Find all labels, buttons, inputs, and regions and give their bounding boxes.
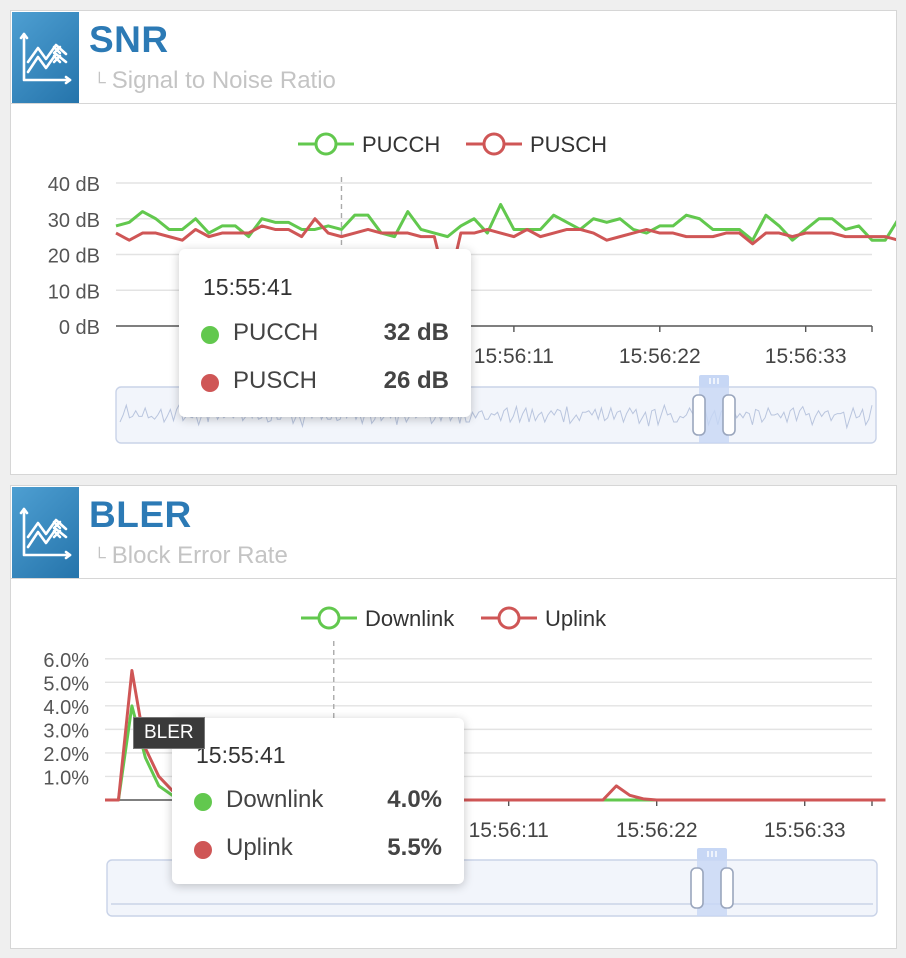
legend-item-uplink[interactable]: Uplink xyxy=(481,606,607,631)
bler-subtitle: └ Block Error Rate xyxy=(93,542,288,570)
y-tick-label: 6.0% xyxy=(43,650,89,672)
y-tick-label: 20 dB xyxy=(48,246,100,268)
y-tick-label: 30 dB xyxy=(48,210,100,232)
snr-tooltip-name: PUCCH xyxy=(233,319,319,346)
bler-tooltip-row-downlink: Downlink 4.0% xyxy=(194,786,442,816)
y-tick-label: 1.0% xyxy=(43,767,89,789)
legend-item-pucch[interactable]: PUCCH xyxy=(298,132,440,157)
x-tick-label: 15:56:11 xyxy=(469,819,549,842)
y-tick-label: 3.0% xyxy=(43,720,89,742)
y-tick-label: 2.0% xyxy=(43,744,89,766)
subtitle-arrow-icon: └ xyxy=(93,72,106,92)
bler-tooltip-value: 4.0% xyxy=(387,786,442,813)
bler-panel: BLER └ Block Error Rate Downlink Uplink 1.0… xyxy=(10,485,897,949)
legend-label: Uplink xyxy=(545,606,607,631)
bler-subtitle-text: Block Error Rate xyxy=(111,542,288,569)
bler-series-badge: BLER xyxy=(133,717,205,749)
zoom-handle-right[interactable] xyxy=(722,394,736,436)
legend-label: PUSCH xyxy=(530,132,607,157)
legend-marker xyxy=(497,606,521,630)
subtitle-arrow-icon: └ xyxy=(93,547,106,567)
legend-item-pusch[interactable]: PUSCH xyxy=(466,132,607,157)
bler-tooltip-value: 5.5% xyxy=(387,834,442,861)
snr-panel-header: SNR └ Signal to Noise Ratio xyxy=(11,11,896,104)
snr-panel: SNR └ Signal to Noise Ratio PUCCH PUSCH 0 d… xyxy=(10,10,897,475)
snr-tooltip-value: 32 dB xyxy=(383,319,449,346)
line-chart-icon xyxy=(12,487,79,578)
series-line-pucch xyxy=(115,202,896,242)
snr-tooltip-name: PUSCH xyxy=(233,367,318,394)
bler-tooltip-name: Downlink xyxy=(226,786,324,813)
bler-tooltip: 15:55:41 Downlink 4.0% Uplink 5.5% xyxy=(172,718,464,884)
legend-marker xyxy=(317,606,341,630)
snr-subtitle-text: Signal to Noise Ratio xyxy=(111,67,336,94)
snr-tooltip-value: 26 dB xyxy=(383,367,449,394)
x-tick-label: 15:56:22 xyxy=(619,345,701,368)
pusch-dot-icon xyxy=(201,374,219,392)
snr-tooltip-row-pusch: PUSCH 26 dB xyxy=(201,367,449,397)
legend-marker xyxy=(482,132,506,156)
x-tick-label: 15:56:11 xyxy=(474,345,554,368)
line-chart-icon xyxy=(12,12,79,103)
bler-title: BLER xyxy=(89,494,192,535)
y-tick-label: 40 dB xyxy=(48,174,100,196)
pucch-dot-icon xyxy=(201,326,219,344)
zoom-handle-left[interactable] xyxy=(690,867,704,909)
downlink-dot-icon xyxy=(194,793,212,811)
snr-subtitle: └ Signal to Noise Ratio xyxy=(93,67,336,95)
x-tick-label: 15:56:33 xyxy=(765,345,847,368)
y-tick-label: 0 dB xyxy=(59,317,100,339)
bler-tooltip-time: 15:55:41 xyxy=(196,742,286,768)
zoom-preview-line xyxy=(119,402,873,430)
snr-tooltip: 15:55:41 PUCCH 32 dB PUSCH 26 dB xyxy=(179,249,471,417)
legend-label: PUCCH xyxy=(362,132,440,157)
x-tick-label: 15:56:22 xyxy=(616,819,698,842)
x-tick-label: 15:56:33 xyxy=(764,819,846,842)
y-tick-label: 10 dB xyxy=(48,281,100,303)
snr-tooltip-time: 15:55:41 xyxy=(203,274,293,300)
y-tick-label: 5.0% xyxy=(43,673,89,695)
snr-title: SNR xyxy=(89,19,169,60)
bler-tooltip-row-uplink: Uplink 5.5% xyxy=(194,834,442,864)
uplink-dot-icon xyxy=(194,841,212,859)
series-line-pusch xyxy=(115,217,896,292)
legend-label: Downlink xyxy=(365,606,455,631)
bler-tooltip-name: Uplink xyxy=(226,834,293,861)
zoom-handle-left[interactable] xyxy=(692,394,706,436)
legend-marker xyxy=(314,132,338,156)
snr-tooltip-row-pucch: PUCCH 32 dB xyxy=(201,319,449,349)
zoom-handle-right[interactable] xyxy=(720,867,734,909)
legend-item-downlink[interactable]: Downlink xyxy=(301,606,455,631)
y-tick-label: 4.0% xyxy=(43,697,89,719)
bler-panel-header: BLER └ Block Error Rate xyxy=(11,486,896,579)
